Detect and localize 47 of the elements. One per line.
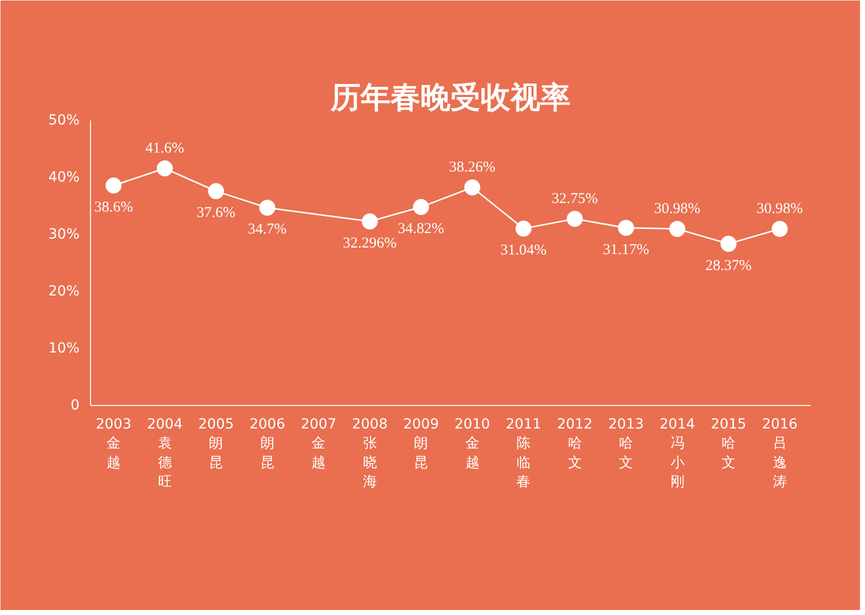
text: 31.04% (500, 242, 547, 259)
x-tick-label: 2007 金越 (300, 416, 336, 471)
point (566, 210, 583, 227)
x-tick-label: 2014 冯小刚 (659, 416, 696, 490)
text: 28.37% (705, 258, 752, 274)
point (362, 213, 378, 230)
text: 32.296% (342, 235, 397, 252)
y-tick-label: 50% (48, 112, 80, 128)
x-tick-label: 2008 张晓海 (352, 416, 388, 490)
point (720, 236, 737, 252)
text: 30.98% (756, 200, 803, 217)
point (516, 220, 532, 237)
x-tick-label: 2010 金越 (454, 416, 490, 471)
y-tick-label: 40% (48, 170, 80, 186)
text: 30.98% (654, 200, 700, 217)
text: 34.82% (398, 221, 444, 238)
y-tick-label: 10% (48, 340, 80, 356)
text: 38.6% (94, 199, 133, 216)
x-tick-label: 2016 吕逸涛 (762, 416, 798, 490)
point (413, 199, 430, 216)
point (669, 220, 686, 237)
x-tick-label: 2006 朗昆 (249, 416, 286, 471)
x-tick-label: 2005 朗昆 (198, 416, 234, 471)
point (259, 200, 276, 216)
text: 38.26% (449, 159, 496, 176)
y-tick-label: 0 (70, 398, 80, 414)
x-tick-label: 2009 朗昆 (403, 416, 439, 471)
point (156, 160, 173, 176)
x-tick-label: 2012 哈文 (556, 416, 593, 471)
point (464, 179, 480, 196)
y-tick-label: 30% (48, 226, 80, 242)
point (208, 183, 224, 200)
x-tick-label: 2013 哈文 (608, 416, 644, 471)
x-tick-label: 2011 陈临春 (506, 416, 542, 490)
text: 41.6% (145, 140, 184, 156)
text: 32.75% (552, 190, 598, 207)
chart-title: 历年春晚受收视率 (330, 80, 570, 116)
x-tick-label: 2004 袁德旺 (146, 416, 183, 490)
text: 37.6% (196, 205, 236, 222)
text: 31.17% (602, 242, 650, 258)
point (106, 177, 122, 194)
point (618, 220, 634, 236)
x-tick-label: 2003 金越 (96, 416, 132, 471)
text: 34.7% (248, 222, 287, 238)
x-tick-label: 2015 哈文 (710, 416, 746, 471)
point (772, 220, 788, 237)
y-tick-label: 20% (48, 284, 80, 300)
